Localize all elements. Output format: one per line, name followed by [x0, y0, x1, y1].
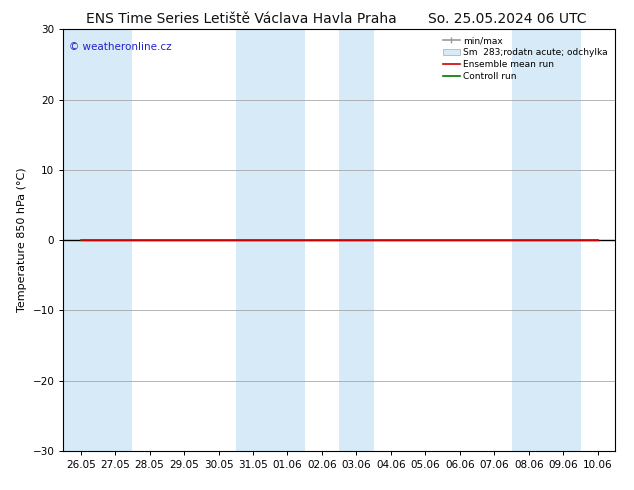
Y-axis label: Temperature 850 hPa (°C): Temperature 850 hPa (°C)	[17, 168, 27, 313]
Bar	[546, 29, 581, 451]
Bar	[236, 29, 270, 451]
Text: So. 25.05.2024 06 UTC: So. 25.05.2024 06 UTC	[428, 12, 586, 26]
Bar	[339, 29, 373, 451]
Bar	[98, 29, 133, 451]
Bar	[270, 29, 305, 451]
Bar	[512, 29, 546, 451]
Bar	[63, 29, 98, 451]
Text: ENS Time Series Letiště Václava Havla Praha: ENS Time Series Letiště Václava Havla Pr…	[86, 12, 396, 26]
Legend: min/max, Sm  283;rodatn acute; odchylka, Ensemble mean run, Controll run: min/max, Sm 283;rodatn acute; odchylka, …	[441, 34, 611, 83]
Text: © weatheronline.cz: © weatheronline.cz	[69, 42, 172, 52]
